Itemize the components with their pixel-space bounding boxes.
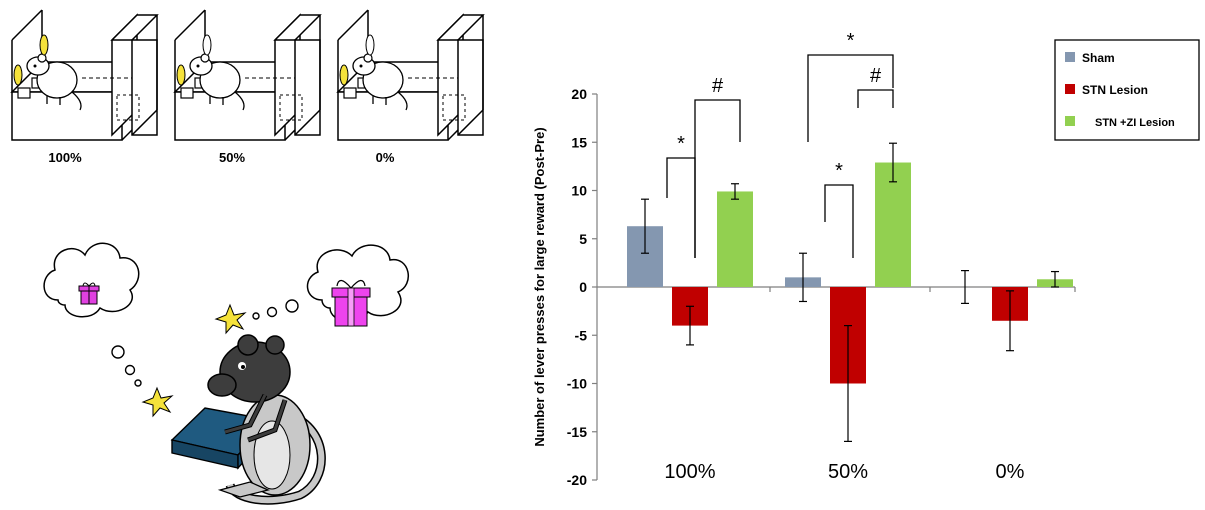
bar (875, 162, 911, 287)
bar (717, 191, 753, 287)
food-pellet-icon (39, 34, 49, 56)
chamber-label-50: 50% (219, 150, 245, 165)
legend-label: STN +ZI Lesion (1095, 117, 1175, 129)
food-pellet-icon (202, 34, 212, 56)
chamber-label-0: 0% (376, 150, 395, 165)
y-tick-label: 0 (579, 279, 587, 295)
significance-symbol: * (677, 133, 685, 155)
illustration-panel: 100% 50% 0% (11, 9, 484, 505)
chamber-50 (174, 9, 321, 141)
cartoon-rat (207, 334, 326, 505)
x-category-label: 100% (664, 461, 715, 483)
legend-swatch (1065, 52, 1075, 62)
y-tick-label: 20 (571, 86, 587, 102)
food-pellet-icon (13, 64, 23, 86)
y-tick-label: 10 (571, 183, 587, 199)
y-tick-label: 15 (571, 134, 587, 150)
significance-bracket (824, 184, 854, 258)
bar-chart: -20 -15 -10 -5 0 5 10 15 20 100% 50% 0% * # * * # Sham S… (532, 30, 1200, 488)
legend-box (1054, 39, 1200, 141)
y-tick-label: -10 (567, 376, 587, 392)
x-category-label: 50% (828, 461, 868, 483)
x-category-label: 0% (996, 461, 1025, 483)
food-pellet-icon (365, 34, 375, 56)
thought-cloud-small-reward (43, 242, 142, 387)
significance-bracket (694, 99, 741, 258)
significance-symbol: * (847, 30, 855, 52)
significance-symbol: # (712, 75, 724, 97)
legend-swatch (1065, 84, 1075, 94)
thought-cloud-large-reward (252, 244, 409, 327)
chamber-0 (337, 9, 484, 141)
small-gift-icon (78, 282, 100, 305)
y-tick-label: -5 (575, 327, 588, 343)
legend-swatch (1065, 116, 1075, 126)
legend-label: STN Lesion (1082, 83, 1148, 97)
y-axis-label: Number of lever presses for large reward… (532, 127, 547, 446)
food-pellet-icon (176, 64, 186, 86)
y-tick-label: 5 (579, 231, 587, 247)
significance-bracket (807, 54, 894, 142)
sparkle-icon (214, 303, 247, 335)
sparkle-icon (141, 386, 174, 418)
significance-symbol: * (835, 160, 843, 182)
significance-symbol: # (870, 65, 882, 87)
significance-bracket (666, 157, 696, 258)
chamber-100 (11, 9, 158, 141)
y-tick-label: -20 (567, 472, 587, 488)
significance-bracket (857, 89, 894, 108)
y-tick-label: -15 (567, 424, 587, 440)
legend-label: Sham (1082, 51, 1115, 65)
food-pellet-icon (339, 64, 349, 86)
large-gift-icon (331, 279, 371, 327)
chamber-label-100: 100% (48, 150, 82, 165)
